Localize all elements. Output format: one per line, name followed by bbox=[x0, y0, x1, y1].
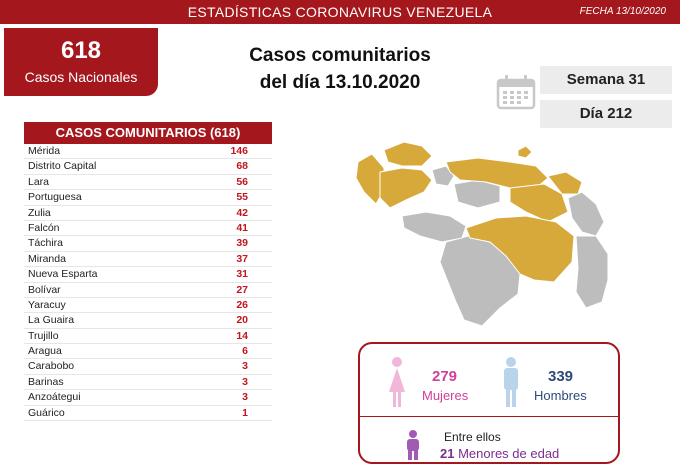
child-icon bbox=[407, 430, 419, 460]
table-row: Lara 56 bbox=[24, 175, 272, 191]
state-name: Trujillo bbox=[28, 329, 59, 342]
table-row: Zulia 42 bbox=[24, 206, 272, 221]
table-row: Táchira 39 bbox=[24, 236, 272, 252]
map-region-anzoategui bbox=[509, 183, 569, 223]
state-case-count: 6 bbox=[242, 345, 248, 358]
table-row: Yaracuy 26 bbox=[24, 298, 272, 314]
table-row: Barinas 3 bbox=[24, 375, 272, 391]
table-row: Bolívar 27 bbox=[24, 283, 272, 298]
day-box: Día 212 bbox=[540, 100, 672, 128]
table-row: La Guaira 20 bbox=[24, 313, 272, 329]
national-cases-box: 618 Casos Nacionales bbox=[4, 28, 158, 96]
state-case-count: 3 bbox=[242, 375, 248, 388]
minors-count: 21 bbox=[440, 446, 455, 461]
map-region-carabobo bbox=[431, 165, 455, 187]
state-case-count: 3 bbox=[242, 391, 248, 404]
state-case-count: 42 bbox=[236, 206, 248, 219]
table-row: Trujillo 14 bbox=[24, 329, 272, 345]
state-name: Anzoátegui bbox=[28, 391, 81, 404]
table-row: Carabobo 3 bbox=[24, 359, 272, 375]
state-case-count: 39 bbox=[236, 237, 248, 250]
state-case-count: 14 bbox=[236, 329, 248, 342]
headline-line-1: Casos comunitarios bbox=[249, 45, 431, 66]
men-label: Hombres bbox=[534, 388, 587, 403]
calendar-icon bbox=[496, 75, 536, 110]
table-row: Distrito Capital 68 bbox=[24, 159, 272, 175]
cases-table: CASOS COMUNITARIOS (618) Mérida 146 Distri… bbox=[24, 122, 272, 422]
state-name: Lara bbox=[28, 175, 50, 188]
national-cases-count: 618 bbox=[60, 37, 102, 64]
state-name: Bolívar bbox=[28, 283, 61, 296]
venezuela-map bbox=[355, 141, 609, 327]
headline-line-2: del día 13.10.2020 bbox=[259, 72, 421, 93]
cases-table-header: CASOS COMUNITARIOS (618) bbox=[24, 122, 272, 144]
state-name: La Guaira bbox=[28, 314, 75, 327]
table-row: Aragua 6 bbox=[24, 344, 272, 360]
header-bar: ESTADÍSTICAS CORONAVIRUS VENEZUELA FECHA… bbox=[0, 0, 680, 24]
state-case-count: 3 bbox=[242, 360, 248, 373]
state-case-count: 27 bbox=[236, 283, 248, 296]
table-row: Nueva Esparta 31 bbox=[24, 267, 272, 283]
map-region-lara-andes bbox=[379, 167, 433, 209]
map-region-falcon bbox=[383, 141, 433, 167]
state-name: Mérida bbox=[28, 145, 61, 157]
state-case-count: 20 bbox=[236, 314, 248, 327]
state-case-count: 68 bbox=[236, 160, 248, 173]
minors-intro: Entre ellos bbox=[444, 430, 501, 444]
state-case-count: 146 bbox=[230, 145, 248, 157]
female-icon bbox=[389, 357, 405, 407]
state-name: Barinas bbox=[28, 375, 64, 388]
state-name: Miranda bbox=[28, 252, 66, 265]
women-label: Mujeres bbox=[422, 388, 469, 403]
table-row: Anzoátegui 3 bbox=[24, 390, 272, 406]
state-name: Táchira bbox=[28, 237, 64, 250]
table-row: Falcón 41 bbox=[24, 221, 272, 237]
table-row: Guárico 1 bbox=[24, 406, 272, 422]
gender-breakdown-box: 279 Mujeres 339 Hombres Entre ellos 21 M… bbox=[358, 342, 620, 464]
state-case-count: 31 bbox=[236, 268, 248, 281]
week-box: Semana 31 bbox=[540, 66, 672, 94]
table-row: Portuguesa 55 bbox=[24, 190, 272, 206]
state-case-count: 56 bbox=[236, 175, 248, 188]
minors-label: Menores de edad bbox=[458, 446, 560, 461]
state-case-count: 26 bbox=[236, 298, 248, 311]
header-title: ESTADÍSTICAS CORONAVIRUS VENEZUELA bbox=[187, 4, 493, 20]
male-icon bbox=[504, 357, 518, 407]
table-row: Miranda 37 bbox=[24, 252, 272, 268]
state-case-count: 55 bbox=[236, 191, 248, 204]
page-title: Casos comunitarios del día 13.10.2020 bbox=[210, 42, 470, 96]
men-count: 339 bbox=[548, 368, 574, 385]
map-region-guayana-esequiba bbox=[575, 235, 609, 309]
state-name: Distrito Capital bbox=[28, 160, 97, 173]
state-name: Yaracuy bbox=[28, 298, 66, 311]
map-region-delta bbox=[567, 191, 605, 237]
state-name: Portuguesa bbox=[28, 191, 82, 204]
state-case-count: 41 bbox=[236, 221, 248, 234]
map-region-apure bbox=[401, 211, 467, 243]
state-name: Aragua bbox=[28, 345, 62, 358]
women-count: 279 bbox=[432, 368, 458, 385]
gender-divider bbox=[360, 416, 618, 417]
state-case-count: 1 bbox=[242, 406, 248, 419]
state-case-count: 37 bbox=[236, 252, 248, 265]
state-name: Carabobo bbox=[28, 360, 75, 373]
cases-table-body: Mérida 146 Distrito Capital 68 Lara 56 Portugu… bbox=[24, 144, 272, 422]
header-date: FECHA 13/10/2020 bbox=[579, 6, 666, 17]
state-name: Zulia bbox=[28, 206, 51, 219]
map-region-monagas bbox=[547, 171, 583, 195]
minors-line: 21 Menores de edad bbox=[440, 446, 559, 461]
state-name: Nueva Esparta bbox=[28, 268, 98, 281]
national-cases-label: Casos Nacionales bbox=[24, 69, 138, 85]
state-name: Guárico bbox=[28, 406, 65, 419]
table-row: Mérida 146 bbox=[24, 144, 272, 160]
map-region-nueva-esparta bbox=[517, 145, 533, 159]
state-name: Falcón bbox=[28, 221, 60, 234]
map-region-bolivar bbox=[465, 215, 575, 283]
